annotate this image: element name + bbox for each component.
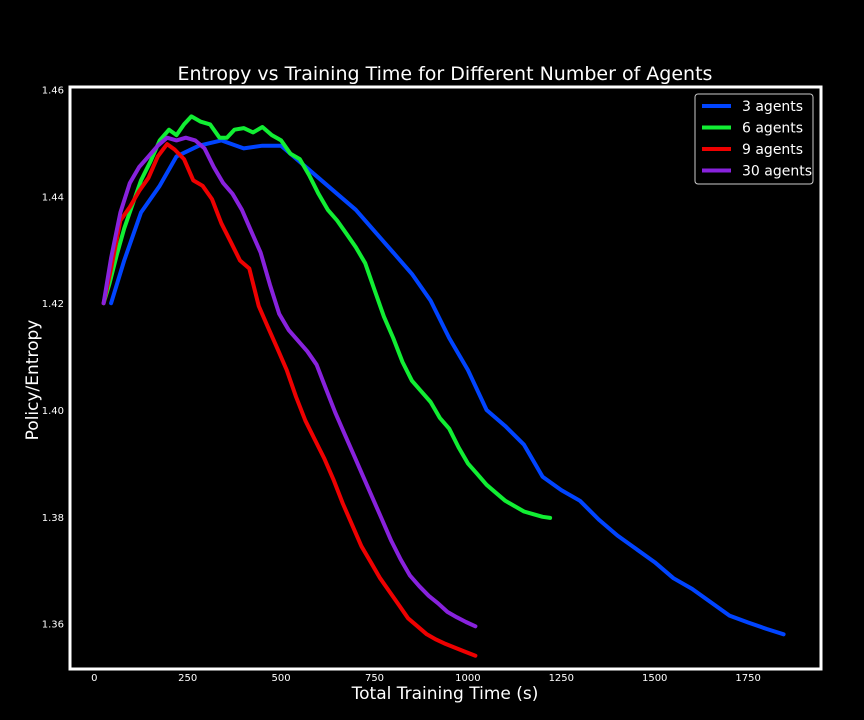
legend-label: 3 agents <box>742 99 803 115</box>
x-tick-label: 1500 <box>642 673 667 684</box>
legend-label: 30 agents <box>742 164 812 180</box>
legend-label: 6 agents <box>742 121 803 137</box>
y-tick-label: 1.40 <box>42 406 64 417</box>
y-tick-label: 1.44 <box>42 193 64 204</box>
series-line-3-agents <box>109 138 786 637</box>
y-axis-ticks: 1.36 1.38 1.40 1.42 1.44 1.46 <box>42 86 64 631</box>
series-line-9-agents <box>101 142 478 658</box>
series-line-30-agents <box>101 135 478 629</box>
x-tick-label: 500 <box>272 673 291 684</box>
y-tick-label: 1.36 <box>42 620 64 631</box>
y-tick-label: 1.42 <box>42 299 64 310</box>
series-layer <box>101 114 786 658</box>
plot-frame <box>68 85 823 671</box>
legend-items: 3 agents 6 agents 9 agents 30 agents <box>702 99 812 180</box>
x-tick-label: 1250 <box>549 673 574 684</box>
y-tick-label: 1.38 <box>42 513 64 524</box>
chart-title: Entropy vs Training Time for Different N… <box>178 63 713 85</box>
x-tick-label: 1000 <box>455 673 480 684</box>
x-tick-label: 250 <box>178 673 197 684</box>
legend-box <box>694 93 814 185</box>
legend-label: 9 agents <box>742 142 803 158</box>
legend: 3 agents 6 agents 9 agents 30 agents <box>694 93 814 185</box>
x-axis-ticks: 0 250 500 750 1000 1250 1500 1750 <box>91 673 761 684</box>
series-line-6-agents <box>101 114 553 520</box>
y-tick-label: 1.46 <box>42 86 64 97</box>
x-tick-label: 0 <box>91 673 97 684</box>
x-axis-title: Total Training Time (s) <box>351 684 539 704</box>
y-axis-title: Policy/Entropy <box>23 320 43 441</box>
x-tick-label: 1750 <box>735 673 760 684</box>
x-tick-label: 750 <box>365 673 384 684</box>
